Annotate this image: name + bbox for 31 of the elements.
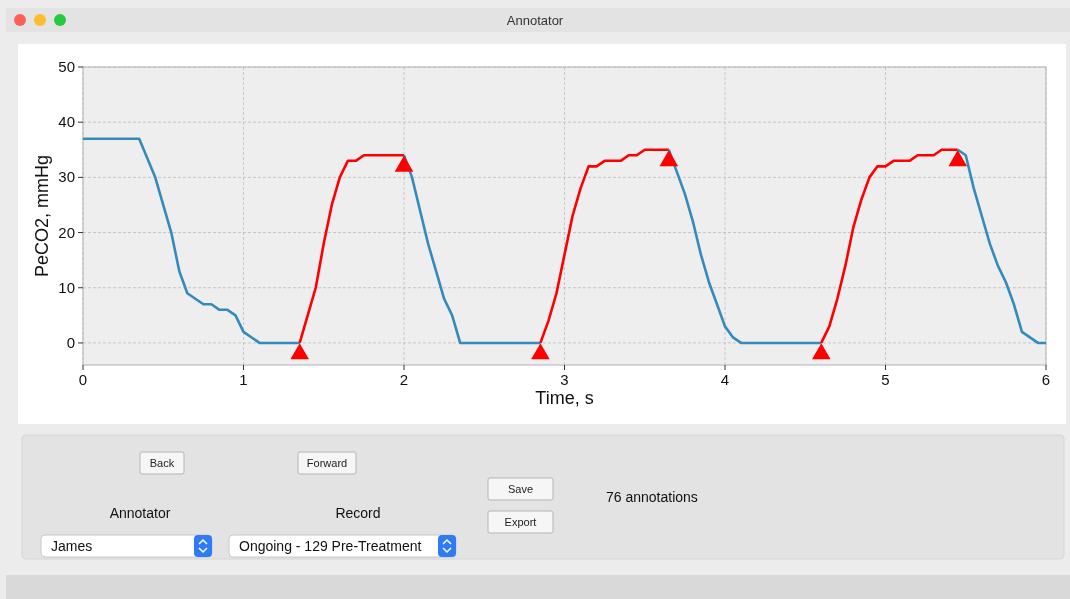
y-tick-label: 0 — [66, 333, 75, 351]
point — [531, 343, 550, 360]
text: Back — [149, 457, 175, 469]
point — [659, 150, 679, 167]
y-tick-label: 30 — [58, 168, 75, 186]
y-tick-label: 10 — [58, 278, 75, 296]
text: Save — [507, 483, 534, 495]
text: Ongoing - 129 Pre-Treatment — [239, 538, 422, 554]
point — [811, 343, 831, 360]
text: Annotator — [109, 505, 171, 521]
x-axis-title: Time, s — [535, 388, 594, 408]
text: 76 annotations — [606, 489, 698, 505]
point — [394, 155, 414, 172]
point — [948, 150, 968, 167]
chart-title: Annotator — [506, 13, 564, 28]
x-tick-label: 6 — [1041, 371, 1051, 388]
x-tick-label: 1 — [239, 371, 248, 388]
x-tick-label: 2 — [399, 371, 409, 388]
x-tick-label: 4 — [720, 371, 730, 388]
text: Forward — [306, 457, 348, 469]
x-tick-label: 0 — [78, 371, 88, 388]
y-axis-title: PeCO2, mmHg — [32, 154, 52, 278]
text: Export — [504, 516, 537, 528]
y-tick-label: 50 — [58, 58, 75, 75]
y-tick-label: 20 — [58, 223, 75, 241]
x-tick-label: 5 — [881, 371, 890, 388]
text: James — [51, 538, 93, 554]
y-tick-label: 40 — [58, 113, 75, 131]
point — [290, 343, 309, 360]
x-tick-label: 3 — [560, 371, 569, 388]
text: Record — [335, 505, 381, 521]
